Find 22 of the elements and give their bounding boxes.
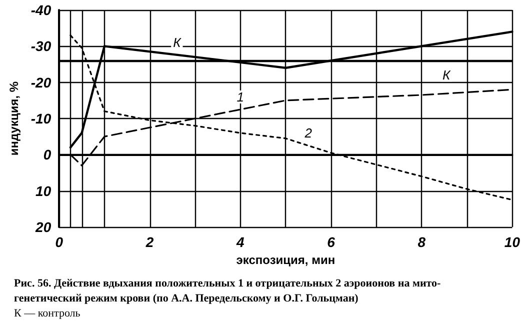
y-tick-label: -20 xyxy=(30,74,52,90)
x-tick-label: 2 xyxy=(144,234,154,250)
x-tick-label: 4 xyxy=(235,234,244,250)
text: К — контроль xyxy=(14,308,80,320)
x-tick-label: 0 xyxy=(55,234,64,250)
y-tick-label: 20 xyxy=(34,219,52,235)
text: генетический режим крови (по А.А. Передельскому и О.Г. Гольцман) xyxy=(14,292,359,304)
y-tick-label: -30 xyxy=(30,38,52,54)
y-tick-label: 0 xyxy=(43,146,52,163)
series-label: 1 xyxy=(236,89,244,104)
ref-line-label: К xyxy=(442,68,452,83)
series-label: К xyxy=(173,34,182,50)
series-label: 2 xyxy=(304,126,313,141)
x-tick-label: 8 xyxy=(418,234,426,250)
text: Рис. 56. Действие вдыхания положительных 1 и отрицательных 2 аэроионов на мито- xyxy=(14,278,442,290)
x-tick-label: 6 xyxy=(327,234,336,250)
y-tick-label: -10 xyxy=(30,110,52,126)
y-axis-title: индукция, % xyxy=(7,81,21,156)
x-tick-label: 10 xyxy=(504,234,520,250)
y-tick-label: -40 xyxy=(30,2,52,18)
y-tick-label: 10 xyxy=(36,182,52,199)
x-axis-title: экспозиция, мин xyxy=(236,252,336,267)
